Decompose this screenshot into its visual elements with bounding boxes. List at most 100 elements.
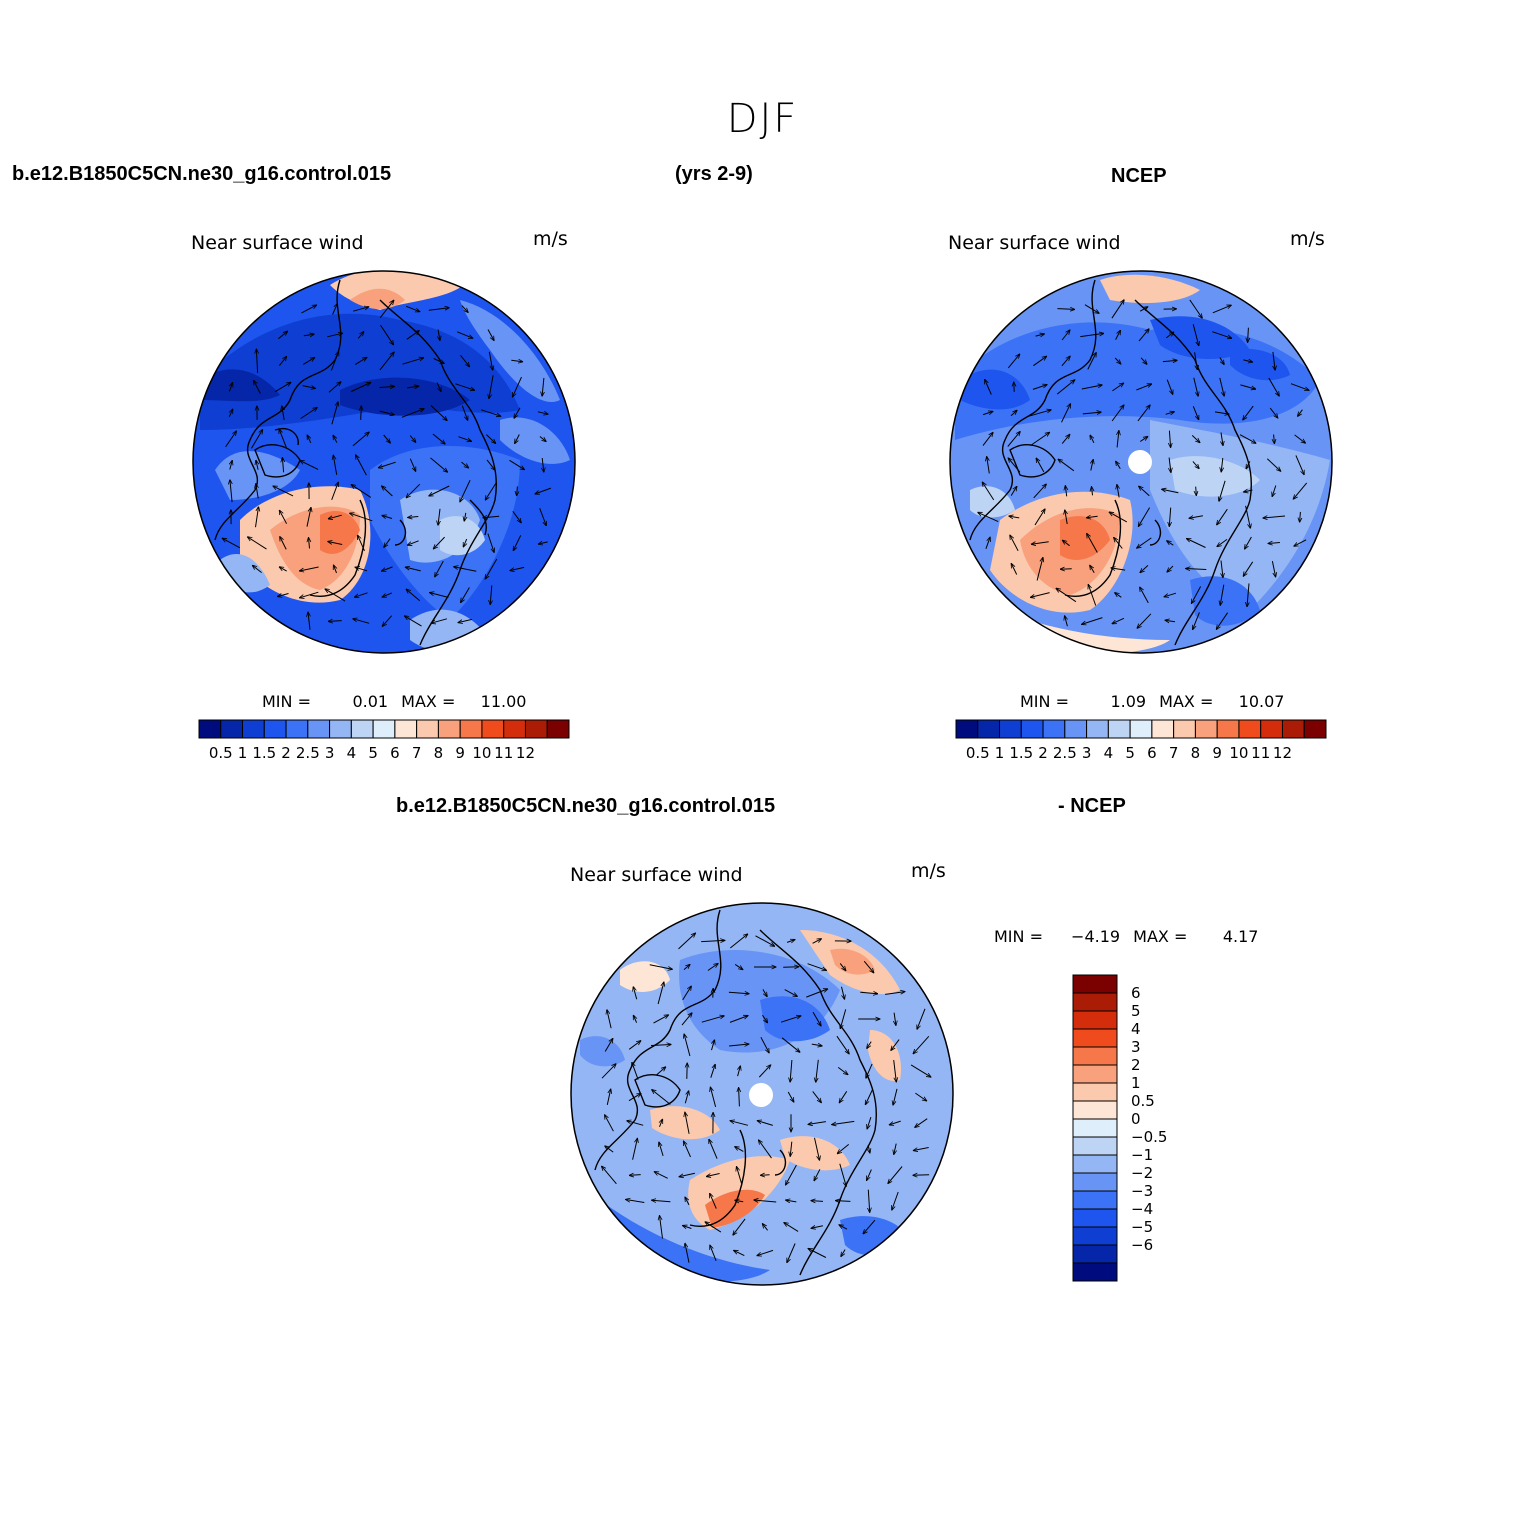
wind-vector-arrow	[1081, 385, 1102, 390]
model-polar-map	[193, 271, 575, 653]
wind-vector-arrow	[1140, 587, 1149, 604]
wind-vector-arrow	[1245, 536, 1252, 549]
wind-vector-arrow	[730, 1121, 749, 1126]
wind-vector-arrow	[254, 381, 261, 394]
wind-vector-arrow	[757, 1121, 773, 1126]
wind-vector-arrow	[1169, 430, 1170, 448]
wind-vector-arrow	[712, 1040, 715, 1051]
wind-vector-arrow	[1080, 333, 1103, 338]
wind-vector-arrow	[384, 538, 391, 548]
wind-vector-arrow	[733, 1218, 746, 1235]
wind-vector-arrow	[985, 380, 992, 395]
wind-vector-arrow	[1247, 583, 1249, 606]
obs-wind-vectors	[978, 300, 1309, 630]
wind-vector-arrow	[1112, 617, 1125, 623]
wind-vector-arrow	[1111, 300, 1124, 319]
wind-vector-arrow	[248, 537, 267, 550]
wind-vector-arrow	[710, 1193, 717, 1209]
wind-vector-arrow	[487, 329, 494, 341]
wind-vector-arrow	[808, 1121, 826, 1125]
colorbar-tick-label: 6	[390, 744, 400, 762]
wind-vector-arrow	[1189, 516, 1203, 518]
wind-vector-arrow	[225, 431, 237, 448]
colorbar-tick-label: 1.5	[252, 744, 276, 762]
wind-vector-arrow	[229, 383, 232, 392]
colorbar-tick-label: 11	[1251, 744, 1270, 762]
case-name-header: b.e12.B1850C5CN.ne30_g16.control.015	[12, 163, 392, 185]
wind-vector-arrow	[652, 1200, 671, 1202]
wind-vector-arrow	[489, 375, 494, 398]
colorbar-box	[329, 719, 352, 739]
colorbar-tick-label: 11	[494, 744, 513, 762]
wind-vector-arrow	[893, 1060, 897, 1082]
wind-vector-arrow	[889, 1120, 901, 1125]
wind-vector-arrow	[1167, 541, 1174, 546]
diff-map-border	[570, 902, 954, 1286]
wind-vector-arrow	[1116, 461, 1121, 469]
wind-vector-arrow	[1220, 584, 1225, 606]
wind-vector-arrow	[1272, 485, 1277, 497]
wind-vector-arrow	[1244, 490, 1253, 492]
wind-vector-arrow	[832, 1120, 855, 1124]
wind-vector-arrow	[894, 1012, 896, 1026]
wind-vector-arrow	[538, 542, 548, 544]
wind-vector-arrow	[308, 612, 310, 630]
wind-vector-arrow	[866, 1063, 873, 1078]
colorbar-box	[1072, 1028, 1118, 1048]
wind-vector-arrow	[1082, 617, 1103, 625]
wind-vector-arrow	[1109, 512, 1128, 523]
colorbar-box	[1072, 1136, 1118, 1156]
wind-vector-arrow	[784, 1223, 799, 1232]
wind-vector-arrow	[710, 1064, 715, 1078]
wind-vector-arrow	[1266, 458, 1280, 471]
wind-vector-arrow	[607, 1010, 612, 1029]
wind-vector-arrow	[841, 1249, 846, 1257]
wind-vector-arrow	[814, 1137, 820, 1160]
colorbar-box	[1072, 1208, 1118, 1228]
colorbar-box	[1129, 719, 1153, 739]
wind-vector-arrow	[1293, 482, 1308, 499]
wind-vector-arrow	[382, 592, 393, 597]
colorbar-tick-label: −2	[1131, 1164, 1153, 1182]
wind-vector-arrow	[303, 334, 314, 336]
colorbar-box	[1072, 1172, 1118, 1192]
wind-vector-arrow	[1263, 516, 1286, 518]
colorbar-box	[1194, 719, 1218, 739]
wind-vector-arrow	[1219, 480, 1226, 501]
wind-vector-arrow	[379, 410, 395, 415]
wind-vector-arrow	[1162, 360, 1177, 361]
wind-vector-arrow	[705, 1222, 722, 1233]
wind-vector-arrow	[333, 435, 338, 443]
wind-vector-arrow	[629, 1175, 641, 1176]
colorbar-box	[1216, 719, 1240, 739]
wind-vector-arrow	[408, 517, 419, 518]
wind-vector-arrow	[627, 1121, 644, 1126]
wind-vector-arrow	[684, 1091, 688, 1104]
wind-vector-arrow	[1033, 356, 1046, 367]
wind-vector-arrow	[754, 1200, 777, 1202]
wind-vector-arrow	[431, 618, 448, 623]
wind-vector-arrow	[303, 358, 314, 365]
wind-vector-arrow	[461, 405, 467, 421]
wind-vector-arrow	[605, 1146, 614, 1153]
wind-vector-arrow	[653, 1015, 669, 1024]
wind-vector-arrow	[488, 351, 492, 370]
wind-vector-arrow	[729, 1016, 748, 1023]
wind-vector-arrow	[1165, 620, 1176, 622]
wind-vector-arrow	[915, 1118, 928, 1128]
wind-vector-arrow	[1138, 507, 1151, 527]
colorbar-tick-label: 6	[1131, 984, 1141, 1002]
wind-vector-arrow	[863, 960, 874, 973]
wind-vector-arrow	[460, 479, 471, 502]
wind-vector-arrow	[1061, 434, 1070, 444]
model-map-border	[192, 270, 576, 654]
wind-vector-arrow	[1065, 616, 1068, 627]
wind-vector-arrow	[435, 560, 444, 577]
wind-vector-arrow	[811, 1044, 822, 1046]
wind-vector-arrow	[1011, 564, 1018, 575]
wind-vector-arrow	[1246, 461, 1251, 468]
years-header: (yrs 2-9)	[675, 163, 753, 185]
wind-vector-arrow	[910, 1064, 931, 1077]
colorbar-tick-label: 0.5	[209, 744, 233, 762]
wind-vector-arrow	[760, 1036, 769, 1053]
